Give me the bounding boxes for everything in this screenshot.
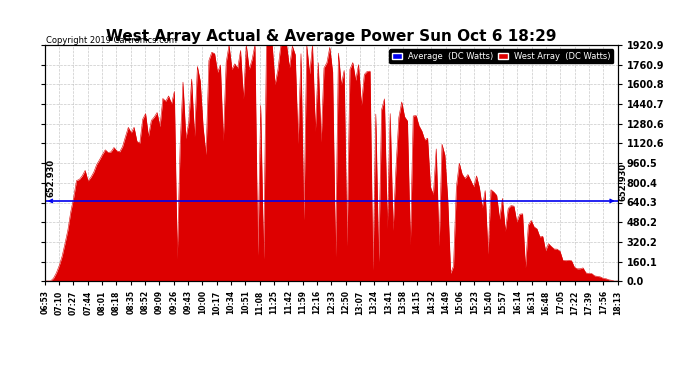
- Title: West Array Actual & Average Power Sun Oct 6 18:29: West Array Actual & Average Power Sun Oc…: [106, 29, 556, 44]
- Text: 652.930: 652.930: [619, 163, 628, 201]
- Legend: Average  (DC Watts), West Array  (DC Watts): Average (DC Watts), West Array (DC Watts…: [389, 49, 613, 63]
- Text: 652.930: 652.930: [46, 159, 55, 197]
- Text: Copyright 2019 Cartronics.com: Copyright 2019 Cartronics.com: [46, 36, 177, 45]
